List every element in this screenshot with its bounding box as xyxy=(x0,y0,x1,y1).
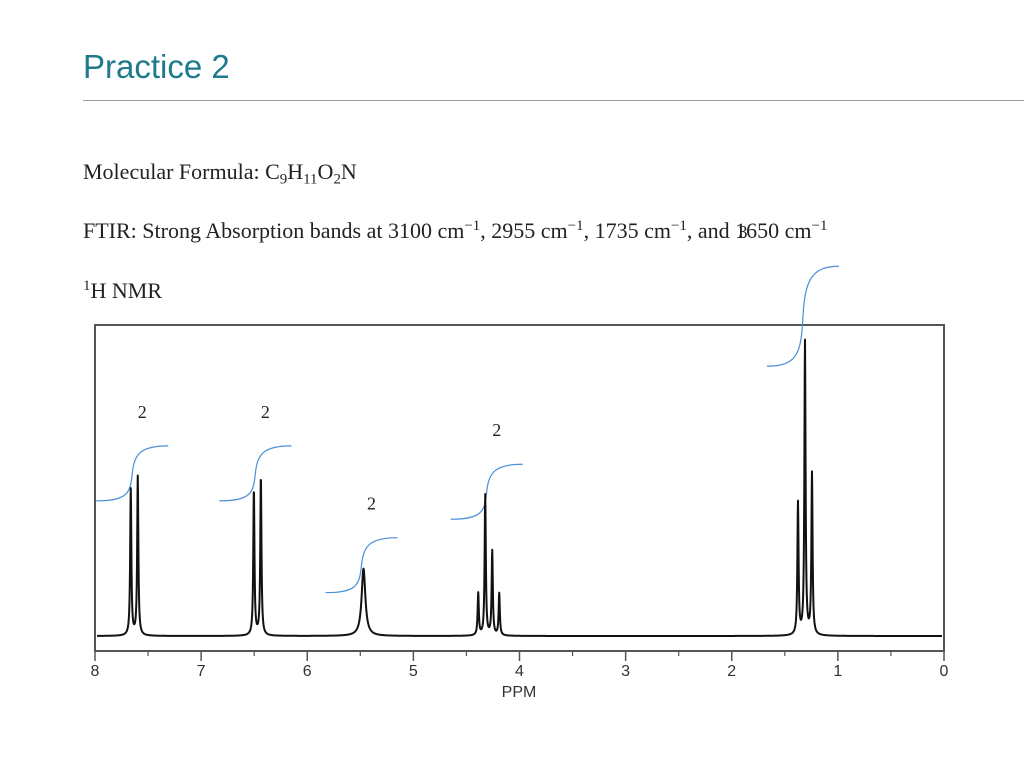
integration-label: 3 xyxy=(738,222,747,242)
x-tick-label: 2 xyxy=(727,663,736,680)
formula-element: O xyxy=(317,159,334,184)
ftir-band-unit-exponent: −1 xyxy=(567,217,584,234)
ftir-band-value: 1650 xyxy=(735,218,780,243)
integration-label: 2 xyxy=(138,402,147,422)
ftir-band-unit: cm xyxy=(784,218,812,243)
ftir-separator: , and xyxy=(686,218,736,243)
integral-curve xyxy=(766,265,839,367)
formula-element: C xyxy=(265,159,280,184)
page-title: Practice 2 xyxy=(83,48,230,85)
x-axis-tick-labels: 8 7 6 5 4 3 2 1 0 xyxy=(91,663,949,680)
formula-element: N xyxy=(340,159,357,184)
x-tick-label: 6 xyxy=(303,663,312,680)
ftir-band-value: 1735 xyxy=(594,218,639,243)
nmr-heading: 1H NMR xyxy=(83,278,162,304)
ftir-band-unit-exponent: −1 xyxy=(670,217,687,234)
molecular-formula-value: C9H11O2N xyxy=(265,159,357,188)
x-tick-label: 0 xyxy=(940,663,949,680)
x-tick-label: 7 xyxy=(197,663,206,680)
ftir-band-unit-exponent: −1 xyxy=(811,217,828,234)
ftir-line: FTIR: Strong Absorption bands at 3100 cm… xyxy=(83,218,827,244)
integral-curve xyxy=(325,537,398,594)
integral-curve xyxy=(219,445,292,502)
formula-element: H xyxy=(287,159,304,184)
x-tick-label: 8 xyxy=(91,663,100,680)
ftir-band-unit: cm xyxy=(644,218,671,243)
integration-label: 2 xyxy=(492,420,501,440)
x-axis-label: PPM xyxy=(502,684,537,701)
integration-label: 2 xyxy=(261,402,270,422)
molecular-formula-line: Molecular Formula: C9H11O2N xyxy=(83,159,357,188)
ftir-separator: , xyxy=(480,218,492,243)
ftir-band-value: 3100 xyxy=(387,218,432,243)
x-tick-label: 3 xyxy=(621,663,630,680)
integral-curves xyxy=(96,265,839,594)
x-tick-label: 4 xyxy=(515,663,524,680)
integral-curve xyxy=(96,445,169,502)
ftir-label: FTIR: Strong Absorption bands at xyxy=(83,218,388,243)
x-tick-label: 5 xyxy=(409,663,418,680)
x-tick-label: 1 xyxy=(833,663,842,680)
integration-labels: 2 2 2 2 3 xyxy=(138,222,748,513)
spectrum-trace xyxy=(96,338,943,637)
ftir-bands: 3100 cm−1, 2955 cm−1, 1735 cm−1, and 165… xyxy=(388,218,828,243)
ftir-band-value: 2955 xyxy=(491,218,536,243)
molecular-formula-label: Molecular Formula: xyxy=(83,159,266,184)
nmr-heading-isotope: 1 xyxy=(83,277,91,294)
ftir-band-unit: cm xyxy=(540,218,568,243)
chart-frame xyxy=(94,324,945,652)
ftir-band-unit: cm xyxy=(437,218,465,243)
x-axis-ticks xyxy=(94,651,945,661)
formula-subscript: 11 xyxy=(303,171,318,188)
formula-subscript: 2 xyxy=(333,171,341,188)
formula-subscript: 9 xyxy=(279,171,288,188)
ftir-band-unit-exponent: −1 xyxy=(464,217,481,234)
title-divider xyxy=(83,100,1024,101)
integration-label: 2 xyxy=(367,494,376,514)
ftir-separator: , xyxy=(583,218,595,243)
nmr-heading-text: H NMR xyxy=(90,278,162,303)
integral-curve xyxy=(450,463,523,520)
